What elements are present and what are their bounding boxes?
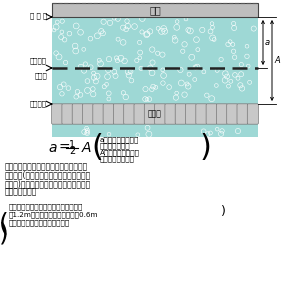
Text: 管路布設後、埋設標識シートを管の頂点: 管路布設後、埋設標識シートを管の頂点 — [5, 162, 88, 171]
Text: ): ) — [199, 134, 211, 163]
FancyBboxPatch shape — [196, 104, 207, 124]
Text: 1.2mの場合、その半分の深さ0.6m: 1.2mの場合、その半分の深さ0.6m — [9, 211, 98, 217]
Text: =: = — [58, 141, 70, 155]
Text: a: a — [48, 141, 56, 155]
Text: A: A — [274, 56, 280, 65]
Text: ): ) — [221, 205, 226, 218]
Text: ): ) — [0, 221, 9, 245]
Text: 埋設管: 埋設管 — [148, 110, 162, 118]
FancyBboxPatch shape — [103, 104, 114, 124]
Text: 管の頂点: 管の頂点 — [30, 101, 47, 107]
FancyBboxPatch shape — [113, 104, 124, 124]
FancyBboxPatch shape — [206, 104, 217, 124]
FancyBboxPatch shape — [154, 104, 166, 124]
FancyBboxPatch shape — [82, 104, 94, 124]
FancyBboxPatch shape — [185, 104, 197, 124]
Text: 2: 2 — [69, 146, 75, 157]
Text: て埋設します。: て埋設します。 — [5, 188, 38, 196]
Text: 頂点までの深さ: 頂点までの深さ — [100, 156, 135, 162]
Bar — [52, 3, 258, 17]
Text: (: ( — [0, 211, 9, 235]
Text: A: A — [82, 141, 92, 155]
FancyBboxPatch shape — [165, 104, 176, 124]
Text: 最下面)のほぼ中間の深さに、管路に沿っ: 最下面)のほぼ中間の深さに、管路に沿っ — [5, 179, 91, 188]
FancyBboxPatch shape — [216, 104, 227, 124]
FancyBboxPatch shape — [62, 104, 73, 124]
Text: 例：地表面から管の頂点までの深さが: 例：地表面から管の頂点までの深さが — [9, 203, 83, 210]
Text: の位置に埋設してください。: の位置に埋設してください。 — [9, 219, 70, 226]
FancyBboxPatch shape — [93, 104, 104, 124]
Text: シート: シート — [34, 72, 47, 79]
Text: a：埋設標識シート: a：埋設標識シート — [100, 137, 140, 143]
Text: 地 表 面: 地 表 面 — [30, 13, 47, 19]
Text: A：地表面から管の: A：地表面から管の — [100, 150, 140, 156]
FancyBboxPatch shape — [124, 104, 135, 124]
FancyBboxPatch shape — [72, 104, 83, 124]
Text: a: a — [265, 38, 270, 47]
Text: 埋設標識: 埋設標識 — [30, 57, 47, 64]
FancyBboxPatch shape — [144, 104, 155, 124]
FancyBboxPatch shape — [134, 104, 145, 124]
Text: 1: 1 — [69, 140, 75, 149]
Bar — [52, 104, 258, 124]
FancyBboxPatch shape — [52, 104, 63, 124]
FancyBboxPatch shape — [237, 104, 248, 124]
Text: を埋める深さ: を埋める深さ — [100, 143, 130, 149]
Text: (: ( — [91, 134, 103, 163]
Text: 舗装: 舗装 — [149, 5, 161, 15]
Bar — [52, 3, 258, 137]
Text: と地表面(舗装が施される場合は、舗装の: と地表面(舗装が施される場合は、舗装の — [5, 170, 91, 179]
FancyBboxPatch shape — [175, 104, 186, 124]
FancyBboxPatch shape — [227, 104, 238, 124]
FancyBboxPatch shape — [247, 104, 258, 124]
